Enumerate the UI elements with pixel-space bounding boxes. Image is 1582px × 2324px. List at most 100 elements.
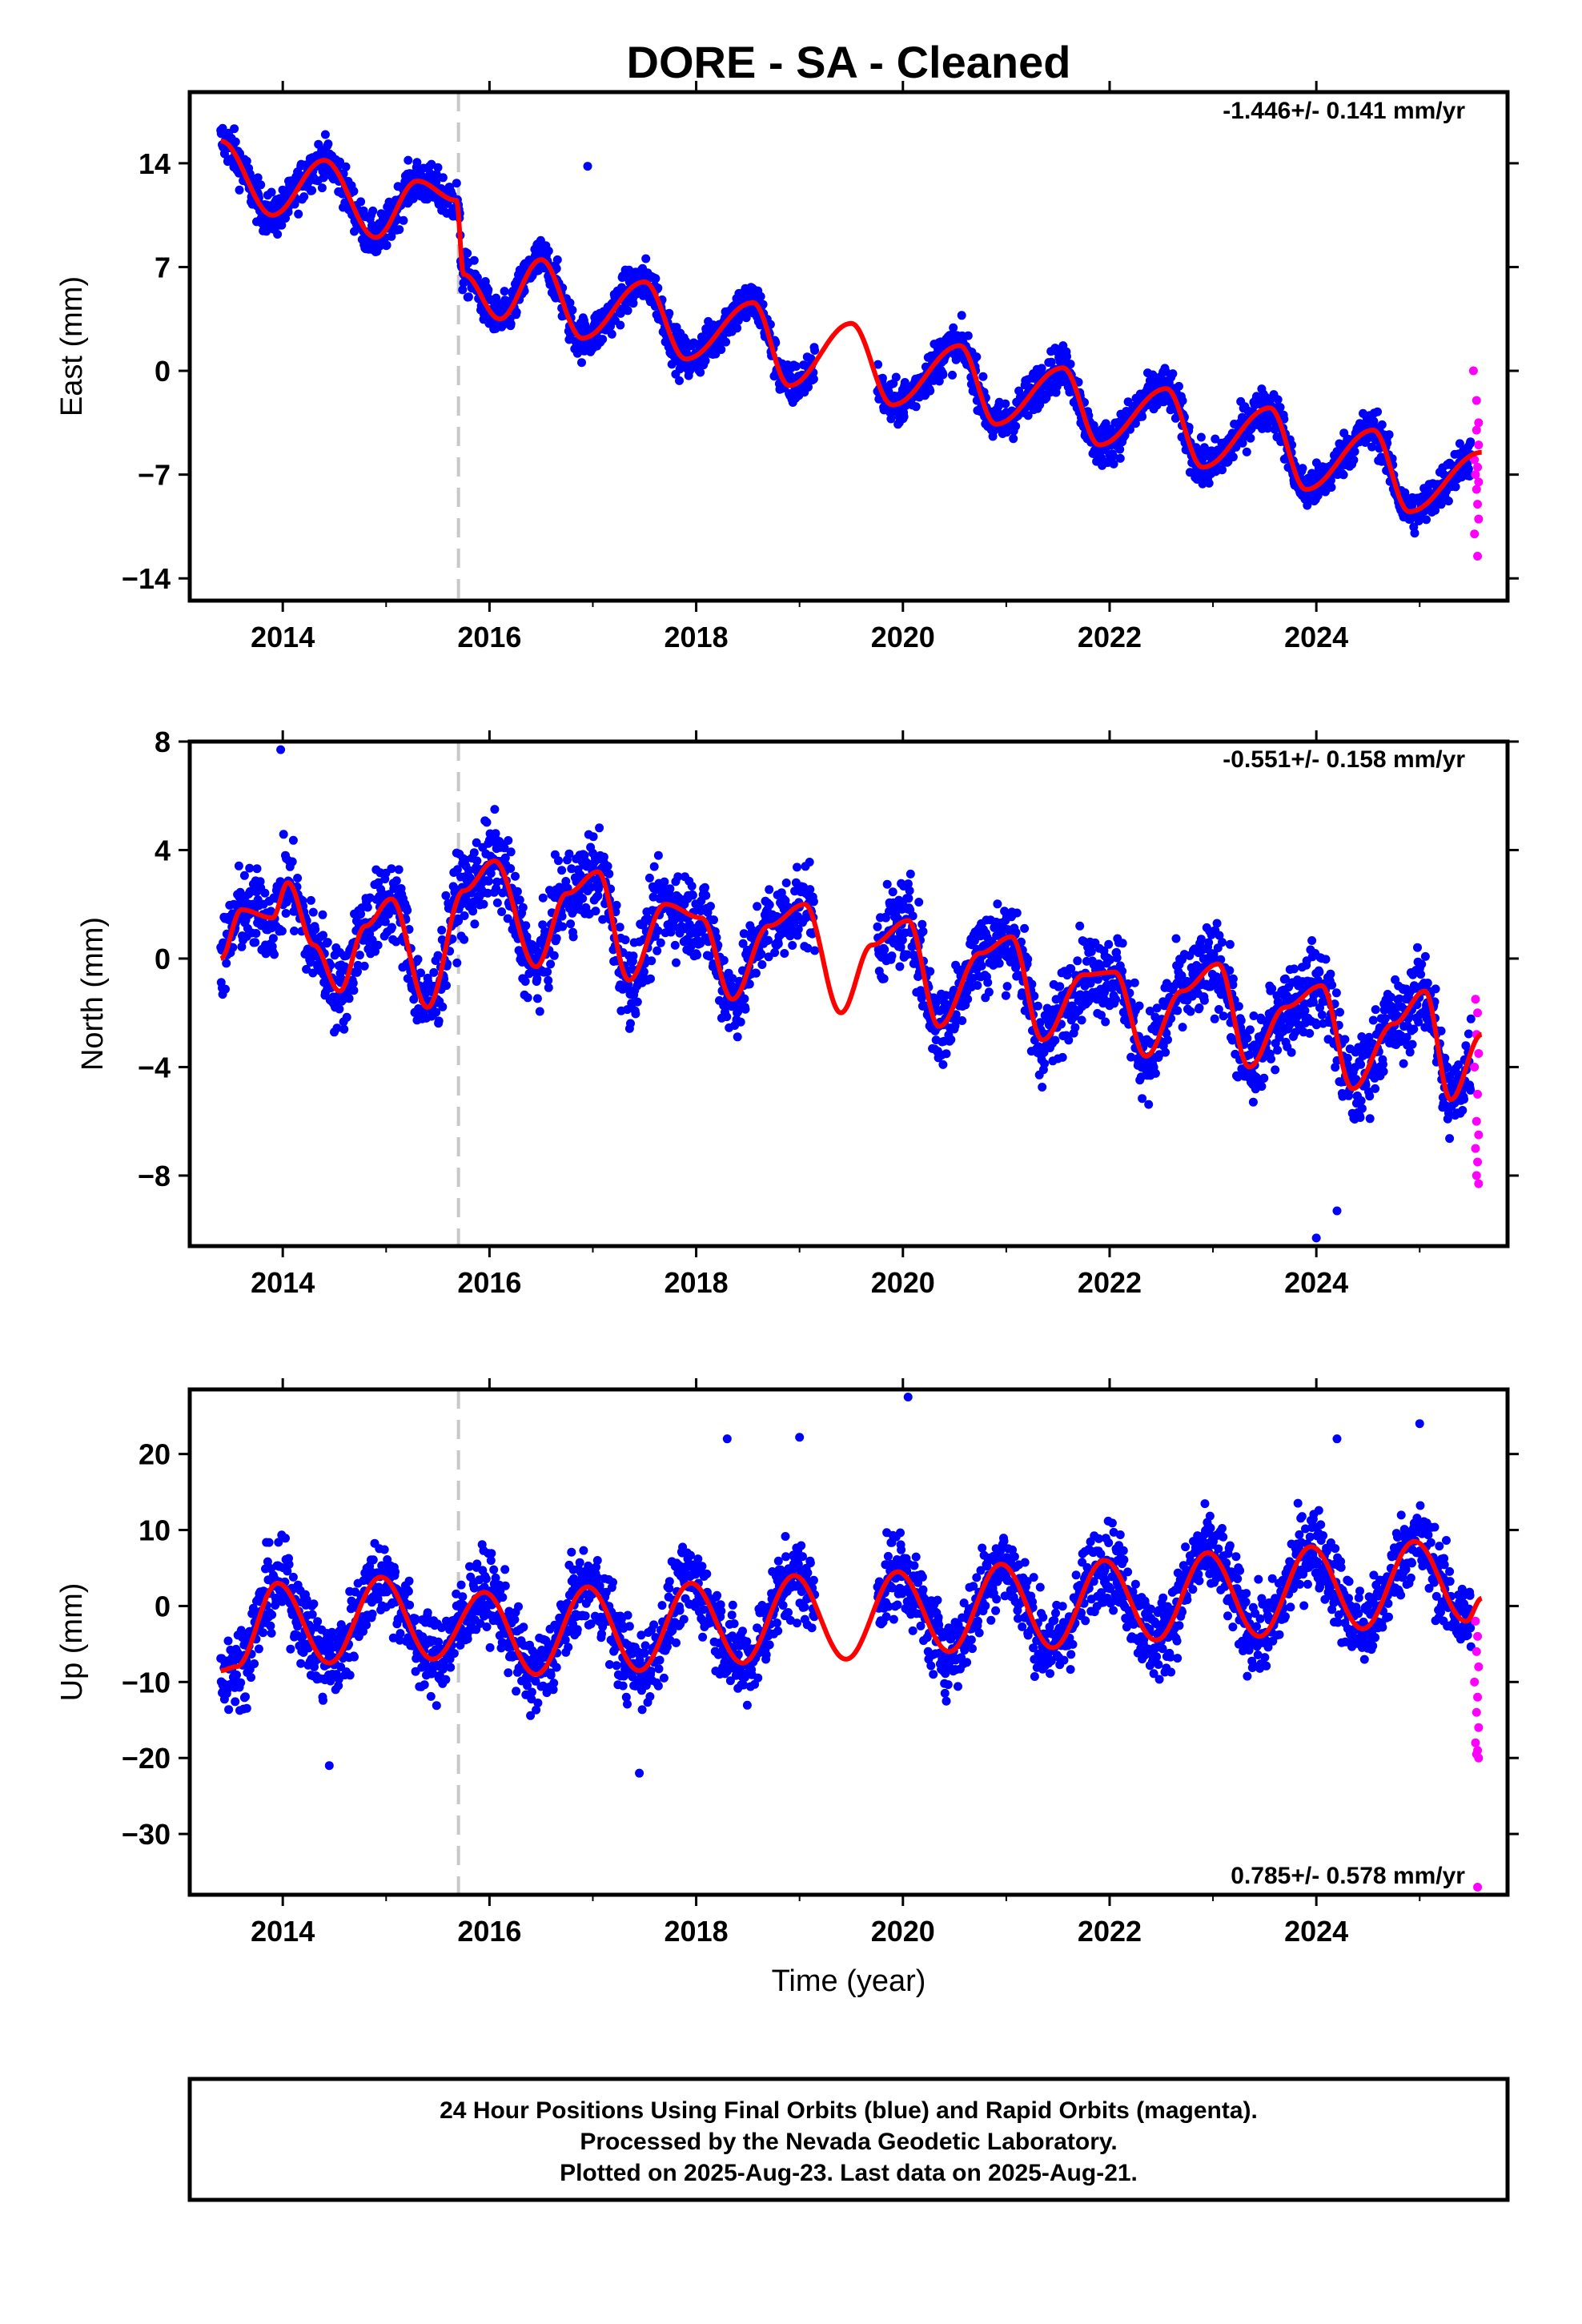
east-final-point bbox=[891, 372, 901, 382]
north-final-point bbox=[1050, 1035, 1060, 1045]
east-y-tick-label: −14 bbox=[122, 562, 171, 595]
east-final-point bbox=[675, 376, 684, 385]
north-final-point bbox=[394, 865, 404, 875]
north-final-point bbox=[660, 877, 669, 887]
north-final-point bbox=[649, 862, 659, 871]
north-final-point bbox=[482, 818, 492, 827]
north-final-point bbox=[434, 1016, 444, 1026]
north-final-point bbox=[926, 967, 935, 976]
north-final-point bbox=[470, 919, 480, 929]
north-final-point bbox=[1171, 934, 1181, 943]
east-rapid-point bbox=[1472, 396, 1481, 405]
east-final-point bbox=[1228, 452, 1238, 462]
north-final-point bbox=[780, 949, 789, 958]
north-final-point bbox=[479, 899, 488, 909]
east-final-point bbox=[756, 292, 765, 301]
north-final-point bbox=[557, 866, 567, 875]
north-final-point bbox=[612, 900, 621, 910]
east-final-point bbox=[387, 231, 396, 241]
north-final-point bbox=[887, 951, 897, 961]
north-final-point bbox=[1271, 1065, 1280, 1075]
chart-title: DORE - SA - Cleaned bbox=[627, 37, 1071, 87]
east-final-point bbox=[277, 220, 287, 230]
north-final-point bbox=[535, 1007, 544, 1016]
east-final-point bbox=[1410, 529, 1419, 538]
east-final-point bbox=[492, 293, 501, 303]
north-final-point bbox=[438, 1002, 448, 1011]
east-rapid-point bbox=[1472, 485, 1481, 494]
north-final-point bbox=[764, 935, 773, 945]
north-final-point bbox=[993, 899, 1002, 909]
east-final-point bbox=[427, 159, 436, 169]
north-final-point bbox=[403, 906, 412, 915]
north-final-point bbox=[1305, 1028, 1315, 1038]
north-final-point bbox=[670, 940, 680, 950]
east-final-point bbox=[438, 173, 448, 183]
north-final-point bbox=[751, 968, 761, 978]
east-y-tick-label: 14 bbox=[139, 147, 171, 180]
east-final-point bbox=[1196, 432, 1206, 442]
north-final-point bbox=[504, 836, 513, 845]
east-final-point bbox=[949, 323, 958, 332]
north-final-point bbox=[706, 902, 715, 911]
north-final-point bbox=[693, 951, 702, 960]
east-rapid-point bbox=[1474, 514, 1484, 524]
east-final-point bbox=[458, 285, 468, 295]
north-final-point bbox=[549, 951, 559, 960]
north-final-point bbox=[1112, 953, 1122, 963]
north-final-point bbox=[373, 940, 383, 950]
north-final-point bbox=[515, 895, 524, 905]
east-final-point bbox=[696, 368, 705, 377]
north-final-point bbox=[521, 921, 531, 931]
north-final-point bbox=[497, 907, 507, 916]
east-final-point bbox=[717, 345, 726, 354]
north-final-point bbox=[391, 876, 401, 886]
north-final-point bbox=[984, 987, 994, 997]
north-final-point bbox=[977, 961, 986, 971]
east-final-point bbox=[320, 130, 330, 139]
east-x-tick-label: 2024 bbox=[1284, 621, 1348, 653]
north-final-point bbox=[511, 871, 520, 881]
east-x-tick-label: 2022 bbox=[1078, 621, 1142, 653]
north-final-point bbox=[387, 923, 396, 932]
east-final-point bbox=[395, 225, 404, 235]
north-final-point bbox=[709, 915, 718, 925]
north-final-point bbox=[765, 885, 774, 895]
east-final-point bbox=[1001, 399, 1010, 408]
north-final-point bbox=[810, 946, 820, 955]
north-final-point bbox=[239, 870, 249, 880]
north-final-point bbox=[879, 974, 889, 983]
north-final-point bbox=[1300, 1006, 1310, 1015]
east-final-point bbox=[628, 299, 638, 308]
east-final-point bbox=[568, 305, 577, 315]
north-final-point bbox=[222, 959, 231, 968]
north-final-point bbox=[653, 850, 663, 860]
north-final-point bbox=[578, 894, 588, 903]
north-final-point bbox=[552, 934, 561, 943]
north-final-point bbox=[234, 861, 243, 870]
north-final-point bbox=[983, 978, 993, 987]
north-final-point bbox=[1075, 921, 1085, 931]
north-final-point bbox=[888, 887, 897, 897]
north-final-point bbox=[1356, 1059, 1366, 1069]
north-final-point bbox=[349, 986, 359, 995]
east-final-point bbox=[356, 197, 366, 207]
north-final-point bbox=[1228, 974, 1238, 983]
east-final-point bbox=[957, 311, 966, 320]
north-final-point bbox=[1150, 1068, 1160, 1078]
east-final-point bbox=[665, 308, 674, 318]
east-x-tick-label: 2014 bbox=[251, 621, 315, 653]
east-final-point bbox=[299, 192, 309, 202]
north-final-point bbox=[1327, 980, 1337, 990]
north-final-point bbox=[639, 967, 648, 976]
north-final-point bbox=[538, 893, 548, 903]
north-final-point bbox=[994, 959, 1004, 968]
north-final-point bbox=[973, 981, 982, 990]
north-final-point bbox=[1077, 1015, 1086, 1025]
east-rapid-point bbox=[1470, 529, 1480, 539]
north-final-point bbox=[805, 858, 814, 866]
north-final-point bbox=[277, 927, 287, 936]
north-final-point bbox=[1219, 1011, 1228, 1021]
north-final-point bbox=[1287, 1047, 1296, 1057]
